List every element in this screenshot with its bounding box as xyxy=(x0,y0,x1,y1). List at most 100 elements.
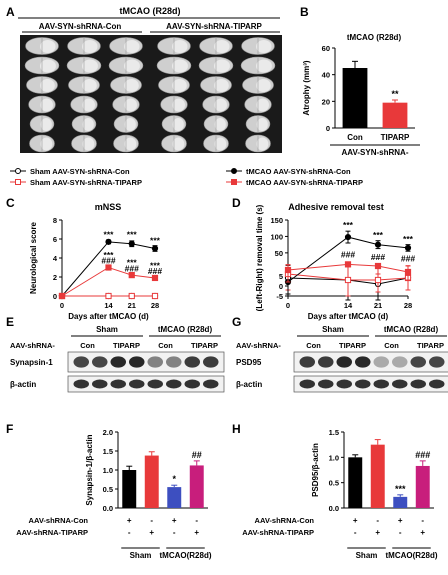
blot-group-label: Sham xyxy=(322,325,344,334)
design-sign: + xyxy=(194,528,199,537)
legend-marker xyxy=(231,179,237,185)
blot-band xyxy=(429,356,445,368)
infarct-region xyxy=(256,98,269,112)
x-tick-label: 0 xyxy=(60,301,64,310)
blot-band xyxy=(336,356,352,368)
design-sign: - xyxy=(421,516,424,525)
x-tick-label: 21 xyxy=(374,301,382,310)
blot-group-label: tMCAO (R28d) xyxy=(158,325,213,334)
panel-letter-a: A xyxy=(6,5,15,19)
blot-lane-label: Con xyxy=(80,341,95,350)
y-tick-label: 100 xyxy=(270,232,283,241)
series-line xyxy=(61,241,156,297)
infarct-region xyxy=(40,79,55,92)
significance-label: * xyxy=(172,474,176,484)
chart-h: 0.0 0.5 1.0 1.5 PSD95/β-actin *** ### AAV-shRNA… xyxy=(242,428,438,560)
blot-band xyxy=(299,379,315,389)
y-tick-label: 8 xyxy=(53,216,57,225)
infarct-region xyxy=(172,40,188,53)
y-tick-label: 50 xyxy=(275,249,283,258)
infarct-region xyxy=(256,40,272,53)
infarct-region xyxy=(214,98,227,112)
significance-label: *** xyxy=(104,230,115,240)
y-tick-label: 2 xyxy=(53,273,57,282)
chart-b: 0 20 40 60 Atrophy (mm³) ** Con TIPARP AAV-SYN-s… xyxy=(302,44,420,157)
data-point xyxy=(128,272,135,279)
infarct-region xyxy=(82,59,98,73)
blot-lane-label: TIPARP xyxy=(113,341,140,350)
panel-letter-d: D xyxy=(232,196,241,210)
panel-letter-b: B xyxy=(300,5,309,19)
design-sign: - xyxy=(399,528,402,537)
design-sign: - xyxy=(195,516,198,525)
infarct-region xyxy=(214,59,230,73)
significance-label: *** xyxy=(150,260,161,270)
design-sign: + xyxy=(420,528,425,537)
y-tick-label: 0 xyxy=(279,282,283,291)
panel-f: F 0.0 0.5 1.0 1.5 2.0 Synapsin-1/β-actin * ## AA… xyxy=(6,422,212,560)
significance-label: ### xyxy=(148,266,162,276)
data-point xyxy=(344,233,352,241)
infarct-region xyxy=(40,59,56,73)
y-axis-label: (Left-Right) removal time (s) xyxy=(255,204,264,311)
x-tick-label: 21 xyxy=(128,301,136,310)
panel-e: E AAV-shRNA- Sham tMCAO (R28d) Con TIPARP Con… xyxy=(6,315,225,393)
series-line xyxy=(287,236,409,283)
design-row-label: AAV-shRNA-Con xyxy=(255,516,315,525)
blot-band xyxy=(110,379,126,389)
bar xyxy=(393,496,408,508)
blot-band xyxy=(129,379,145,389)
x-tick-label: 0 xyxy=(286,301,290,310)
y-tick-label: 6 xyxy=(53,235,57,244)
chart-c-title: mNSS xyxy=(95,202,122,212)
legend-marker xyxy=(15,168,21,174)
significance-label: ### xyxy=(341,249,355,259)
panel-a-title: tMCAO (R28d) xyxy=(120,6,181,16)
panel-letter-f: F xyxy=(6,422,13,436)
blot-band xyxy=(147,379,163,389)
y-tick-label: 0.5 xyxy=(103,485,113,494)
y-tick-label: 1.5 xyxy=(329,428,339,437)
y-tick-label: 20 xyxy=(322,97,330,106)
design-sign: - xyxy=(173,528,176,537)
legend-label: Sham AAV-SYN-shRNA-Con xyxy=(30,167,130,176)
infarct-region xyxy=(124,137,137,151)
data-point xyxy=(151,274,159,282)
bar xyxy=(144,455,159,508)
panel-letter-e: E xyxy=(6,315,14,329)
panel-letter-c: C xyxy=(6,196,15,210)
infarct-region xyxy=(40,137,53,151)
panel-a: A tMCAO (R28d) AAV-SYN-shRNA-Con AAV-SYN… xyxy=(6,5,282,153)
blot-band xyxy=(203,379,219,389)
significance-label: *** xyxy=(403,234,414,244)
legend-label: Sham AAV-SYN-shRNA-TIPARP xyxy=(30,178,142,187)
blot-band xyxy=(410,356,426,368)
design-sign: + xyxy=(398,516,403,525)
infarct-region xyxy=(40,40,56,53)
blot-band-label: PSD95 xyxy=(236,358,262,367)
data-point xyxy=(105,292,112,300)
design-sign: + xyxy=(375,528,380,537)
blot-row-header: AAV-shRNA- xyxy=(10,341,55,350)
infarct-region xyxy=(124,98,137,112)
y-axis-label: Synapsin-1/β-actin xyxy=(85,434,94,505)
blot-band xyxy=(147,356,163,368)
chart-f: 0.0 0.5 1.0 1.5 2.0 Synapsin-1/β-actin * ## AAV-… xyxy=(16,428,212,560)
blot-band xyxy=(110,356,126,368)
bar xyxy=(415,465,430,508)
blot-band xyxy=(392,356,408,368)
data-point xyxy=(128,292,135,300)
blot-lane-label: Con xyxy=(306,341,321,350)
y-tick-label: -5 xyxy=(276,292,283,301)
blot-band-label: β-actin xyxy=(10,380,36,389)
blot-band xyxy=(373,356,389,368)
series-line xyxy=(287,277,409,285)
design-sign: - xyxy=(128,528,131,537)
infarct-region xyxy=(256,79,271,92)
blot-band-label: β-actin xyxy=(236,380,262,389)
design-row-label: AAV-shRNA-TIPARP xyxy=(16,528,88,537)
